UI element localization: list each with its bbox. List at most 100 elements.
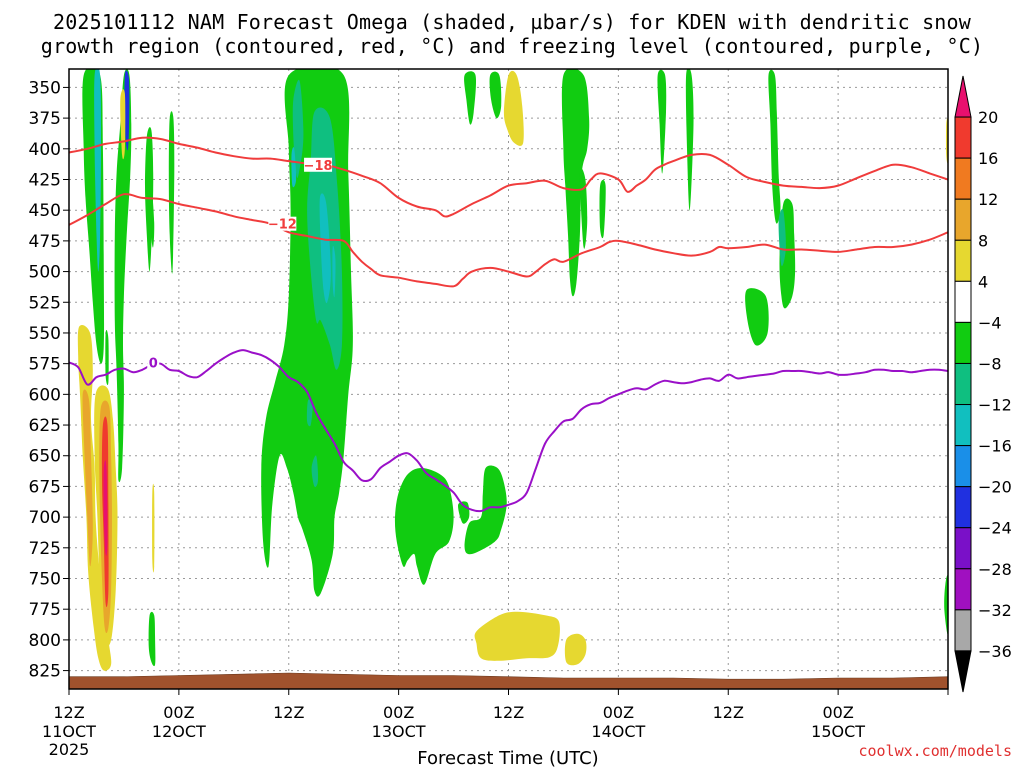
colorbar-swatch — [954, 321, 972, 364]
contour-label: 0 — [149, 356, 158, 371]
colorbar-swatch — [954, 75, 972, 118]
y-tick-label: 525 — [29, 293, 61, 313]
colorbar-swatch — [954, 404, 972, 447]
omega-shaded-region — [685, 69, 694, 211]
terrain — [69, 672, 948, 689]
omega-shaded-region — [311, 455, 319, 488]
contour-label-background — [268, 216, 297, 231]
y-tick-label: 475 — [29, 232, 61, 252]
y-tick-label: 375 — [29, 109, 61, 129]
contour-label: −12 — [268, 218, 297, 233]
colorbar-label: −24 — [978, 519, 1012, 538]
omega-shaded-region — [319, 193, 331, 304]
x-tick-label: 15OCT — [811, 722, 865, 741]
x-tick-label: 00Z — [822, 703, 853, 722]
colorbar-swatch — [954, 280, 972, 323]
y-tick-label: 400 — [29, 140, 61, 160]
omega-shaded-region — [114, 69, 132, 483]
colorbar-swatch — [954, 239, 972, 282]
x-tick-label: 12Z — [273, 703, 304, 722]
y-tick-label: 800 — [29, 631, 61, 651]
colorbar-label: 4 — [978, 272, 988, 291]
y-tick-label: 775 — [29, 600, 61, 620]
contour-line — [69, 349, 948, 513]
omega-shaded-region — [657, 69, 667, 174]
omega-shaded-region — [944, 575, 948, 635]
omega-shaded-region — [778, 209, 786, 267]
colorbar-swatch — [954, 568, 972, 611]
x-tick-label: 11OCT — [42, 722, 96, 741]
omega-shaded-region — [145, 127, 154, 272]
colorbar-swatch — [954, 116, 972, 159]
credit-text: coolwx.com/models — [858, 742, 1012, 760]
contour-lines — [69, 136, 948, 513]
colorbar-swatch — [954, 486, 972, 529]
omega-shaded-region — [332, 245, 336, 298]
y-axis: 350 375 400 425 450 475 500 525 550 575 600 625 650 6… — [29, 78, 69, 682]
x-tick-label: 2025 — [49, 740, 90, 759]
contour-line — [69, 136, 948, 218]
chart-title-line-1: 2025101112 NAM Forecast Omega (shaded, µ… — [52, 10, 972, 34]
omega-shaded-region — [292, 79, 304, 178]
colorbar-swatch — [954, 650, 972, 693]
x-axis-title: Forecast Time (UTC) — [417, 748, 598, 768]
y-tick-label: 450 — [29, 201, 61, 221]
y-tick-label: 675 — [29, 477, 61, 497]
colorbar-swatch — [954, 157, 972, 200]
contour-label: −18 — [304, 159, 333, 174]
omega-shaded-region — [152, 483, 155, 573]
omega-shaded-region — [94, 69, 102, 272]
plot-background — [69, 69, 948, 689]
y-tick-label: 625 — [29, 416, 61, 436]
colorbar-label: 8 — [978, 231, 988, 250]
y-tick-label: 500 — [29, 263, 61, 283]
colorbar-label: −20 — [978, 478, 1012, 497]
omega-shaded-region — [103, 460, 108, 556]
colorbar-swatch — [954, 362, 972, 406]
omega-shaded-region — [464, 71, 477, 125]
y-tick-label: 825 — [29, 662, 61, 682]
omega-shaded-region — [564, 633, 587, 666]
omega-shaded-regions — [77, 69, 948, 671]
colorbar-label: −16 — [978, 437, 1012, 456]
x-tick-label: 12Z — [493, 703, 524, 722]
y-tick-label: 750 — [29, 570, 61, 590]
x-tick-label: 12Z — [53, 703, 84, 722]
omega-shaded-region — [745, 288, 769, 346]
x-tick-label: 00Z — [603, 703, 634, 722]
colorbar-label: 12 — [978, 190, 998, 209]
colorbar-label: −32 — [978, 601, 1012, 620]
contour-labels: −18 −12 0 — [147, 157, 333, 371]
y-tick-label: 650 — [29, 447, 61, 467]
colorbar-label: −8 — [978, 354, 1002, 373]
grid-lines — [69, 69, 948, 689]
x-tick-label: 12OCT — [152, 722, 206, 741]
y-tick-label: 425 — [29, 170, 61, 190]
colorbar-label: 20 — [978, 108, 998, 127]
y-tick-label: 600 — [29, 385, 61, 405]
x-tick-label: 00Z — [163, 703, 194, 722]
colorbar-swatch — [954, 609, 972, 652]
omega-shaded-region — [124, 70, 130, 151]
colorbar-swatch — [954, 445, 972, 488]
x-tick-label: 12Z — [713, 703, 744, 722]
omega-shaded-region — [82, 389, 93, 567]
omega-shaded-region — [394, 468, 454, 585]
y-tick-label: 550 — [29, 324, 61, 344]
omega-shaded-region — [306, 399, 313, 427]
omega-shaded-region — [503, 70, 524, 146]
omega-shaded-region — [148, 611, 156, 667]
y-tick-label: 575 — [29, 355, 61, 375]
y-tick-label: 700 — [29, 508, 61, 528]
colorbar-swatch — [954, 527, 972, 570]
omega-shaded-region — [599, 179, 606, 239]
y-tick-label: 350 — [29, 78, 61, 98]
colorbar-label: −4 — [978, 313, 1002, 332]
colorbar-label: −28 — [978, 560, 1012, 579]
y-tick-label: 725 — [29, 539, 61, 559]
colorbar: 20 16 12 8 4 −4 −8 −12 −16 −20 −24 −28 −32 −36 — [954, 75, 1012, 693]
omega-shaded-region — [291, 147, 297, 188]
x-tick-label: 00Z — [383, 703, 414, 722]
